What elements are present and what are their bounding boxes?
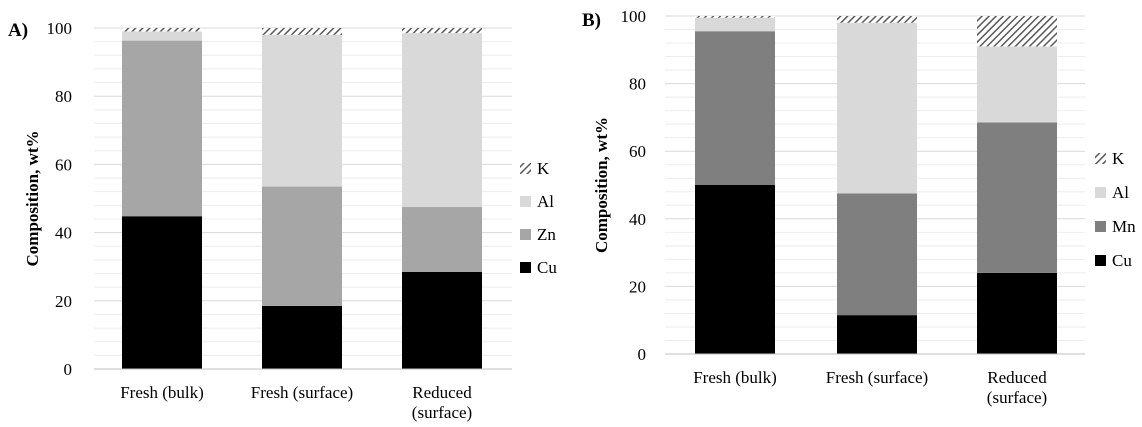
legend-label-k: K — [1112, 149, 1125, 168]
bar-segment-cu — [837, 315, 917, 354]
x-category-label: Fresh (surface) — [826, 368, 928, 387]
legend-swatch-al — [520, 196, 531, 207]
x-category-label: Reduced — [987, 368, 1047, 387]
bar-segment-al — [262, 34, 342, 187]
y-axis-label: Composition, wt% — [23, 130, 42, 266]
y-tick-label: 0 — [64, 360, 73, 379]
legend-swatch-zn — [520, 229, 531, 240]
bar-segment-cu — [695, 185, 775, 354]
y-tick-label: 80 — [629, 75, 646, 94]
bar-segment-k — [977, 16, 1057, 47]
bar-segment-k — [262, 28, 342, 35]
legend-label-k: K — [537, 159, 550, 178]
bar-segment-mn — [977, 122, 1057, 273]
bar-segment-al — [402, 33, 482, 208]
bar-segment-k — [695, 16, 775, 18]
panel-label: A) — [8, 20, 28, 41]
bar-segment-k — [837, 16, 917, 23]
legend-label-zn: Zn — [537, 225, 556, 244]
bar-segment-cu — [402, 271, 482, 369]
legend-label-mn: Mn — [1112, 217, 1136, 236]
y-tick-label: 40 — [629, 210, 646, 229]
bar-segment-al — [695, 17, 775, 32]
bar-segment-zn — [262, 186, 342, 306]
x-category-label: Fresh (bulk) — [120, 383, 204, 402]
y-tick-label: 20 — [55, 292, 72, 311]
legend-label-cu: Cu — [537, 258, 557, 277]
legend-swatch-cu — [1095, 255, 1106, 266]
bar-segment-zn — [402, 207, 482, 272]
legend-swatch-k — [520, 163, 531, 174]
bar-segment-al — [977, 46, 1057, 123]
bar-segment-cu — [262, 305, 342, 369]
y-axis-label: Composition, wt% — [592, 117, 611, 253]
y-tick-label: 100 — [621, 7, 647, 26]
legend-label-al: Al — [537, 192, 554, 211]
y-tick-label: 40 — [55, 224, 72, 243]
panel-label: B) — [582, 10, 601, 31]
bar-segment-mn — [695, 31, 775, 186]
chart-panel-a: A) 0 20 40 60 80 100 Composition, wt% Fresh (bul… — [8, 19, 557, 422]
bar-segment-mn — [837, 193, 917, 316]
legend-swatch-k — [1095, 153, 1106, 164]
x-category-label: Fresh (surface) — [251, 383, 353, 402]
chart-panel-b: B) 0 20 40 60 80 100 Composition, wt% Fresh (bul… — [582, 7, 1136, 407]
y-tick-label: 20 — [629, 277, 646, 296]
legend-label-al: Al — [1112, 183, 1129, 202]
bar-segment-zn — [122, 40, 202, 217]
x-category-label: (surface) — [412, 403, 472, 422]
y-tick-label: 80 — [55, 87, 72, 106]
bar-segment-al — [122, 31, 202, 41]
bar-segment-k — [402, 28, 482, 34]
x-category-label: Fresh (bulk) — [693, 368, 777, 387]
legend-swatch-mn — [1095, 221, 1106, 232]
y-tick-label: 0 — [638, 345, 647, 364]
bar-segment-k — [122, 28, 202, 32]
y-tick-label: 60 — [629, 142, 646, 161]
legend-swatch-cu — [520, 262, 531, 273]
y-tick-label: 60 — [55, 155, 72, 174]
bar-segment-al — [837, 22, 917, 194]
bar-segment-cu — [977, 272, 1057, 354]
x-category-label: (surface) — [987, 388, 1047, 407]
legend-label-cu: Cu — [1112, 251, 1132, 270]
y-tick-label: 100 — [47, 19, 73, 38]
bar-segment-cu — [122, 216, 202, 369]
legend-swatch-al — [1095, 187, 1106, 198]
x-category-label: Reduced — [412, 383, 472, 402]
